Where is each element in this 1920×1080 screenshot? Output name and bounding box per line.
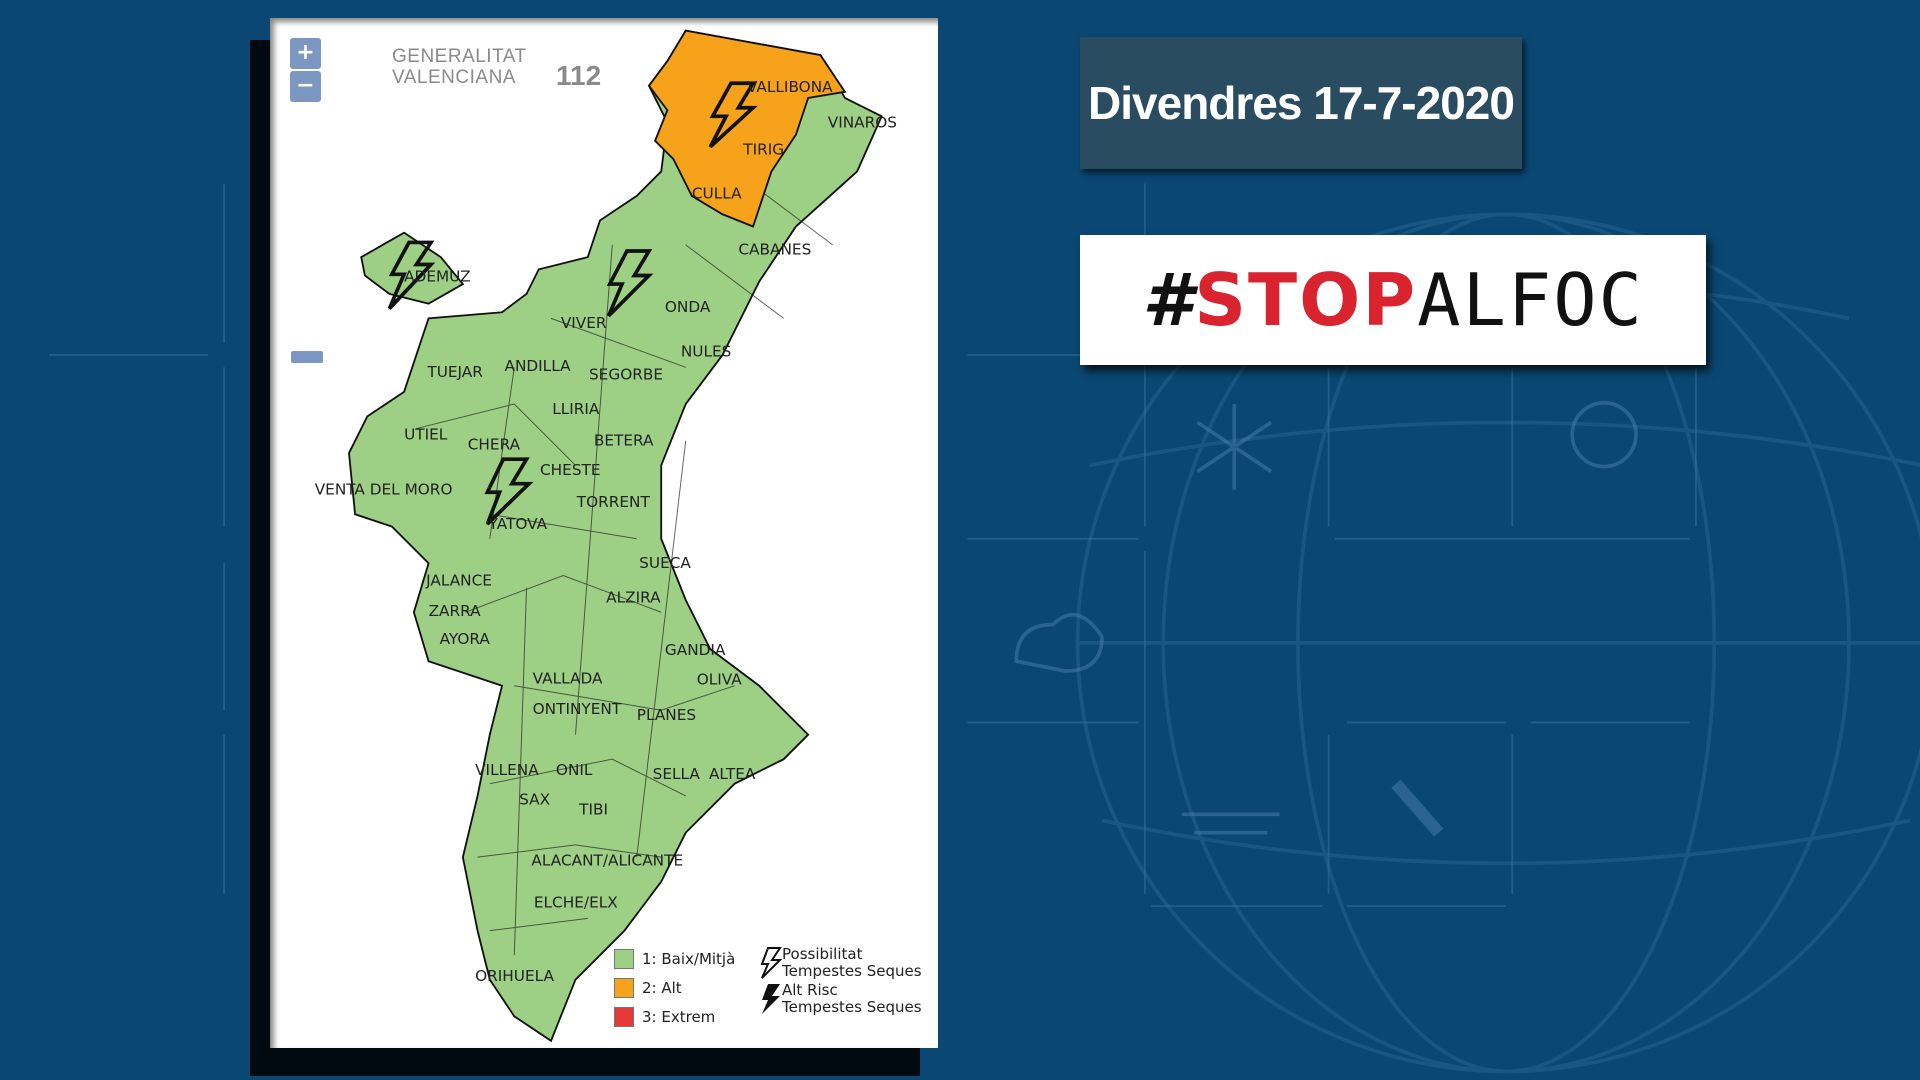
place-label: AYORA xyxy=(440,630,491,648)
zoom-in-button[interactable]: + xyxy=(290,38,321,69)
place-label: BETERA xyxy=(594,432,654,450)
cloud-icon xyxy=(1014,612,1104,673)
place-label: ADEMUZ xyxy=(404,268,471,286)
place-label: CHESTE xyxy=(540,461,601,479)
place-label: SEGORBE xyxy=(589,366,663,384)
place-label: UTIEL xyxy=(404,426,448,444)
place-label: ALACANT/ALICANTE xyxy=(531,852,683,870)
lightning-icon xyxy=(606,249,654,318)
place-label: ELCHE/ELX xyxy=(534,893,618,911)
place-label: PLANES xyxy=(637,706,696,724)
logo-text: VALENCIANA xyxy=(392,67,516,88)
thermometer-icon xyxy=(1391,779,1444,837)
risk-legend: 1: Baix/Mitjà 2: Alt 3: Extrem xyxy=(614,944,735,1031)
legend-item-high: 2: Alt xyxy=(614,973,735,1002)
zoom-out-button[interactable]: − xyxy=(290,71,321,102)
place-label: VENTA DEL MORO xyxy=(315,481,453,499)
place-label: ONDA xyxy=(665,298,711,316)
fog-icon xyxy=(1181,812,1280,835)
place-label: NULES xyxy=(681,342,732,360)
sun-icon xyxy=(1570,401,1638,469)
extreme-risk-swatch xyxy=(614,1006,634,1027)
place-label: SELLA xyxy=(653,765,701,783)
high-risk-swatch xyxy=(614,977,634,998)
region-low-risk[interactable] xyxy=(348,29,883,1043)
emergency-112-logo: 112 xyxy=(556,60,601,92)
place-label: SUECA xyxy=(639,554,691,572)
place-label: TUEJAR xyxy=(426,363,483,381)
snowflake-icon xyxy=(1196,404,1273,490)
place-label: ALZIRA xyxy=(606,588,661,606)
place-label: ANDILLA xyxy=(504,357,571,375)
municipality-borders xyxy=(416,171,833,956)
low-risk-swatch xyxy=(614,948,634,969)
logo-text: GENERALITAT xyxy=(392,46,527,67)
place-label: TIBI xyxy=(578,800,608,818)
place-label: ORIHUELA xyxy=(475,967,554,985)
lightning-icon xyxy=(708,81,758,149)
place-label: CULLA xyxy=(692,184,742,202)
place-label: GANDIA xyxy=(665,641,726,659)
place-label: JALANCE xyxy=(425,571,492,589)
stopalfoc-hashtag: # STOP ALFOC xyxy=(1080,235,1706,365)
place-label: VALLIBONA xyxy=(747,78,833,96)
place-label: ALTEA xyxy=(709,765,756,783)
place-label: VILLENA xyxy=(475,761,539,779)
lightning-filled-icon xyxy=(762,984,780,1014)
place-label: OLIVA xyxy=(697,670,743,688)
place-label: ONIL xyxy=(556,761,593,779)
logo-text: 112 xyxy=(556,60,602,91)
place-label: VIVER xyxy=(561,314,607,332)
place-label: ONTINYENT xyxy=(533,700,622,718)
place-label: YATOVA xyxy=(488,515,548,533)
lightning-icon xyxy=(484,457,534,526)
place-label: SAX xyxy=(519,790,550,808)
lightning-outline-icon xyxy=(760,947,782,979)
place-labels: VALLIBONA VINAROS TIRIG CULLA CABANES AD… xyxy=(315,78,897,985)
place-label: TORRENT xyxy=(576,493,651,511)
place-label: TIRIG xyxy=(742,140,784,158)
legend-item-extreme: 3: Extrem xyxy=(614,1002,735,1031)
lightning-icon xyxy=(387,240,436,310)
legend-item-low: 1: Baix/Mitjà xyxy=(614,944,735,973)
place-label: ZARRA xyxy=(429,602,482,620)
place-label: CHERA xyxy=(468,435,521,453)
place-label: CABANES xyxy=(738,241,811,259)
place-label: VALLADA xyxy=(533,669,603,687)
storm-legend: Possibilitat Tempestes Seques Alt Risc Tem… xyxy=(758,946,922,1018)
generalitat-valenciana-logo: GENERALITAT VALENCIANA xyxy=(358,46,527,88)
place-label: LLIRIA xyxy=(552,400,600,418)
region-ademuz[interactable] xyxy=(360,231,465,305)
place-label: VINAROS xyxy=(828,113,897,131)
region-high-risk[interactable] xyxy=(647,29,847,228)
zoom-slider-handle[interactable] xyxy=(291,351,323,363)
date-title: Divendres 17-7-2020 xyxy=(1080,37,1522,169)
dry-storm-icons xyxy=(387,81,758,526)
